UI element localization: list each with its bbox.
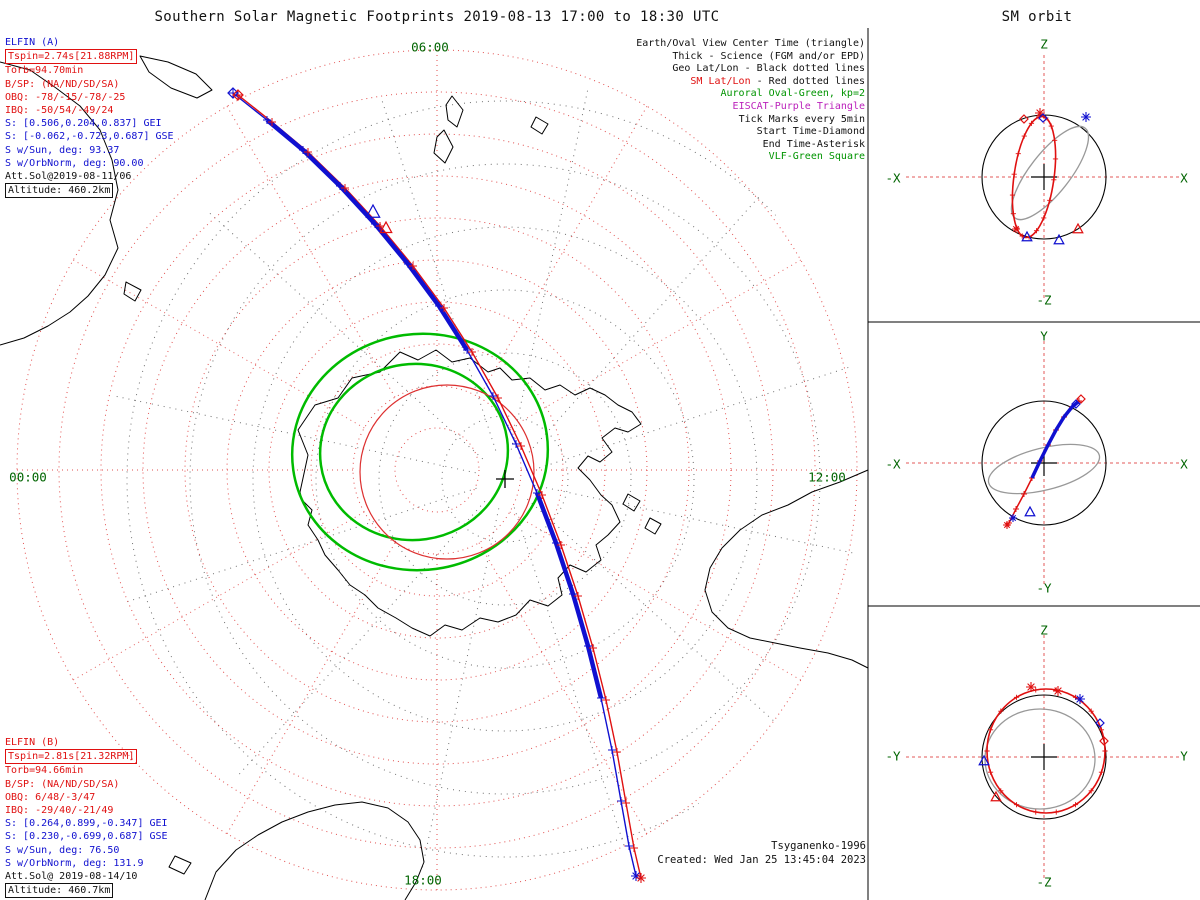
info-line: Tspin=2.74s[21.88RPM] [5, 49, 174, 65]
axis-label-p1-top: Z [1040, 36, 1048, 52]
mlt-label-1800: 18:00 [404, 872, 442, 888]
info-line: Altitude: 460.2km [5, 183, 174, 199]
info-line: B/SP: (NA/ND/SD/SA) [5, 778, 120, 790]
created-timestamp: Created: Wed Jan 25 13:45:04 2023 [657, 853, 866, 866]
bottomleft-coast [204, 801, 425, 900]
axis-label-p2-left: -X [885, 456, 901, 472]
info-line: OBQ: -78/-15/-78/-25 [5, 91, 126, 103]
left-landmass [0, 61, 119, 346]
legend-line: EISCAT-Purple Triangle [732, 100, 865, 112]
info-line: S: [0.506,0.204,0.837] GEI [5, 118, 162, 130]
island-c [530, 116, 549, 135]
island-a [622, 493, 641, 512]
satellite-tracks [227, 87, 646, 883]
model-name: Tsyganenko-1996 [771, 840, 866, 852]
map-legend: Earth/Oval View Center Time (triangle) Th… [636, 38, 865, 164]
orbit-panels [906, 55, 1182, 879]
info-line: Tspin=2.81s[21.32RPM] [5, 749, 168, 765]
axis-label-p2-top: Y [1040, 328, 1048, 344]
credits: Tsyganenko-1996 Created: Wed Jan 25 13:4… [657, 840, 866, 867]
legend-line: Tick Marks every 5min [738, 113, 865, 125]
info-line: ELFIN (B) [5, 737, 60, 748]
new-zealand-north [445, 95, 464, 128]
axis-label-p3-left: -Y [885, 748, 901, 764]
coastlines [0, 55, 869, 900]
elfin-a-info: ELFIN (A) Tspin=2.74s[21.88RPM] Torb=94.70… [5, 36, 174, 199]
info-line: Torb=94.66min [5, 765, 84, 777]
info-line: Altitude: 460.7km [5, 883, 168, 899]
info-line: S: [-0.062,-0.723,0.687] GSE [5, 131, 174, 143]
axis-label-p1-bottom: -Z [1036, 292, 1052, 308]
info-line: IBQ: -50/54/-49/24 [5, 105, 114, 117]
info-line: S w/Sun, deg: 76.50 [5, 844, 120, 856]
axis-label-p3-top: Z [1040, 622, 1048, 638]
info-line: Att.Sol@ 2019-08-14/10 [5, 871, 138, 883]
info-line: B/SP: (NA/ND/SD/SA) [5, 78, 120, 90]
right-coast [704, 469, 869, 669]
info-line: Att.Sol@2019-08-11/06 [5, 171, 132, 183]
mlt-label-0600: 06:00 [411, 39, 449, 55]
info-line: S: [0.264,0.899,-0.347] GEI [5, 818, 168, 830]
bottomleft-island [168, 855, 192, 875]
info-line: OBQ: 6/48/-3/47 [5, 791, 96, 803]
axis-label-p2-right: X [1180, 456, 1188, 472]
legend-line: SM Lat/Lon - Red dotted lines [690, 75, 865, 87]
topleft-coast [139, 55, 213, 99]
axis-label-p1-right: X [1180, 170, 1188, 186]
axis-label-p2-bottom: -Y [1036, 580, 1052, 596]
info-line: Torb=94.70min [5, 65, 84, 77]
new-zealand-south [433, 129, 454, 164]
info-line: S w/OrbNorm, deg: 131.9 [5, 857, 144, 869]
axis-label-p3-bottom: -Z [1036, 874, 1052, 890]
info-line: S: [0.230,-0.699,0.687] GSE [5, 831, 168, 843]
legend-line: Geo Lat/Lon - Black dotted lines [672, 63, 865, 75]
mlt-label-1200: 12:00 [808, 469, 846, 485]
mlt-label-0000: 00:00 [9, 469, 47, 485]
map-grid [16, 49, 861, 891]
island-b [644, 517, 662, 535]
elfin-b-info: ELFIN (B) Tspin=2.81s[21.32RPM] Torb=94.66… [5, 736, 168, 899]
info-line: ELFIN (A) [5, 37, 60, 48]
info-line: S w/Sun, deg: 93.37 [5, 144, 120, 156]
legend-line: Thick - Science (FGM and/or EPD) [672, 50, 865, 62]
antarctica-coastline [297, 349, 642, 637]
legend-line: Auroral Oval-Green, kp=2 [720, 88, 866, 100]
sm-orbit-title: SM orbit [1001, 9, 1073, 25]
info-line: S w/OrbNorm, deg: 90.00 [5, 157, 144, 169]
legend-line: VLF-Green Square [768, 151, 865, 163]
legend-line: Start Time-Diamond [756, 126, 865, 138]
axis-label-p3-right: Y [1180, 748, 1188, 764]
info-line: IBQ: -29/40/-21/49 [5, 805, 114, 817]
small-island-left [123, 281, 142, 302]
legend-line: End Time-Asterisk [762, 138, 865, 150]
map-title: Southern Solar Magnetic Footprints 2019-… [154, 9, 720, 25]
auroral-oval-and-rings [290, 332, 550, 572]
legend-line: Earth/Oval View Center Time (triangle) [636, 38, 865, 49]
axis-label-p1-left: -X [885, 170, 901, 186]
panel-dividers [867, 28, 1200, 900]
